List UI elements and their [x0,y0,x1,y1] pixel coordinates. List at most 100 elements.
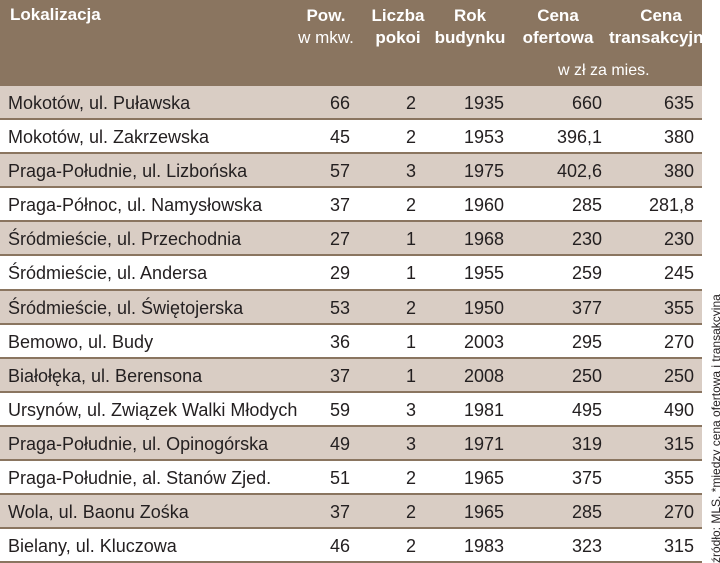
cell-rooms: 2 [405,502,416,523]
header-transaction-price: Cena transakcyjna [602,5,720,49]
cell-year: 1955 [463,263,504,284]
cell-transaction-price: 380 [663,161,694,182]
rental-table: Lokalizacja Pow. w mkw. Liczba pokoi Rok… [0,0,702,563]
header-price-unit: w zł za mies. [558,62,650,79]
cell-rooms: 2 [405,468,416,489]
cell-year: 1953 [463,127,504,148]
table-row: Białołęka, ul. Berensona 37 1 2008 250 250 [0,358,702,393]
cell-transaction-price: 380 [663,127,694,148]
cell-rooms: 2 [405,536,416,557]
header-offer-line2: ofertowa [522,28,594,47]
cell-year: 2003 [463,331,504,352]
cell-rooms: 1 [405,229,416,250]
cell-offer-price: 250 [571,365,602,386]
header-rooms-line2: pokoi [375,28,421,47]
cell-area: 45 [329,127,350,148]
cell-year: 1935 [463,93,504,113]
cell-location: Śródmieście, ul. Andersa [8,263,208,284]
table-row: Ursynów, ul. Związek Walki Młodych 59 3 198… [0,393,702,427]
cell-offer-price: 495 [571,399,602,420]
cell-location: Mokotów, ul. Zakrzewska [8,127,210,148]
cell-transaction-price: 635 [663,93,694,113]
cell-year: 1960 [463,195,504,216]
table-row: Praga-Północ, ul. Namysłowska 37 2 1960 285 2… [0,188,702,223]
cell-rooms: 3 [405,399,416,420]
header-trans-line1: Cena [640,6,682,25]
cell-location: Białołęka, ul. Berensona [8,365,203,386]
cell-offer-price: 230 [571,229,602,250]
cell-transaction-price: 355 [663,297,694,318]
cell-offer-price: 259 [571,263,602,284]
source-note: źródło: MLS, *między ceną ofertową i tra… [709,294,720,563]
header-year-line2: budynku [434,28,506,47]
cell-area: 29 [329,263,350,284]
header-area-unit: w mkw. [298,28,354,47]
cell-offer-price: 319 [571,433,602,454]
cell-rooms: 2 [405,195,416,216]
header-trans-line2: transakcyjna [609,28,713,47]
cell-transaction-price: 490 [663,399,694,420]
header-year-line1: Rok [453,6,487,25]
cell-offer-price: 660 [571,93,602,113]
cell-transaction-price: 355 [663,468,694,489]
cell-area: 51 [329,468,350,489]
cell-location: Wola, ul. Baonu Zośka [8,502,189,523]
cell-area: 36 [329,331,350,352]
cell-transaction-price: 270 [663,331,694,352]
cell-area: 37 [329,502,350,523]
table-row: Mokotów, ul. Puławska 66 2 1935 660 635 [0,86,702,121]
table-row: Bemowo, ul. Budy 36 1 2003 295 270 [0,325,702,359]
cell-offer-price: 285 [571,195,602,216]
cell-area: 49 [329,433,350,454]
cell-location: Praga-Południe, ul. Opinogórska [8,433,269,454]
cell-location: Praga-Północ, ul. Namysłowska [8,195,263,216]
table-body: Mokotów, ul. Puławska 66 2 1935 660 635 Mokotó… [0,86,702,563]
cell-year: 1981 [463,399,504,420]
cell-rooms: 2 [405,93,416,113]
header-offer-price: Cena ofertowa [516,5,600,49]
cell-transaction-price: 270 [663,502,694,523]
table-row: Mokotów, ul. Zakrzewska 45 2 1953 396,1 380 [0,120,702,155]
table-row: Praga-Południe, ul. Opinogórska 49 3 1971 31… [0,426,702,462]
cell-rooms: 1 [405,331,416,352]
header-area: Pow. w mkw. [296,5,356,49]
table-row: Wola, ul. Baonu Zośka 37 2 1965 285 270 [0,495,702,530]
cell-area: 37 [329,195,350,216]
cell-rooms: 1 [405,263,416,284]
cell-offer-price: 402,6 [556,161,602,182]
cell-offer-price: 377 [571,297,602,318]
cell-offer-price: 375 [571,468,602,489]
cell-offer-price: 295 [571,331,602,352]
cell-year: 1975 [463,161,504,182]
cell-location: Praga-Południe, ul. Lizbońska [8,161,248,182]
cell-area: 27 [329,229,350,250]
cell-location: Bemowo, ul. Budy [8,331,154,352]
cell-transaction-price: 315 [663,536,694,557]
header-year: Rok budynku [432,5,508,49]
cell-location: Praga-Południe, al. Stanów Zjed. [8,468,272,489]
cell-offer-price: 285 [571,502,602,523]
cell-transaction-price: 230 [663,229,694,250]
cell-location: Ursynów, ul. Związek Walki Młodych [8,399,298,420]
cell-rooms: 2 [405,297,416,318]
cell-offer-price: 396,1 [556,127,602,148]
cell-year: 1950 [463,297,504,318]
cell-transaction-price: 281,8 [648,195,694,216]
header-location: Lokalizacja [10,5,101,24]
cell-year: 1983 [463,536,504,557]
cell-year: 1971 [463,433,504,454]
header-rooms: Liczba pokoi [368,5,428,49]
cell-transaction-price: 315 [663,433,694,454]
cell-rooms: 3 [405,433,416,454]
cell-location: Bielany, ul. Kluczowa [8,536,177,557]
cell-area: 66 [329,93,350,113]
cell-location: Mokotów, ul. Puławska [8,93,191,113]
cell-year: 2008 [463,365,504,386]
table-row: Śródmieście, ul. Świętojerska 53 2 1950 377 3… [0,290,702,325]
cell-rooms: 2 [405,127,416,148]
cell-area: 37 [329,365,350,386]
header-area-label: Pow. [306,6,346,25]
cell-area: 53 [329,297,350,318]
table-header: Lokalizacja Pow. w mkw. Liczba pokoi Rok… [0,0,713,86]
cell-rooms: 1 [405,365,416,386]
